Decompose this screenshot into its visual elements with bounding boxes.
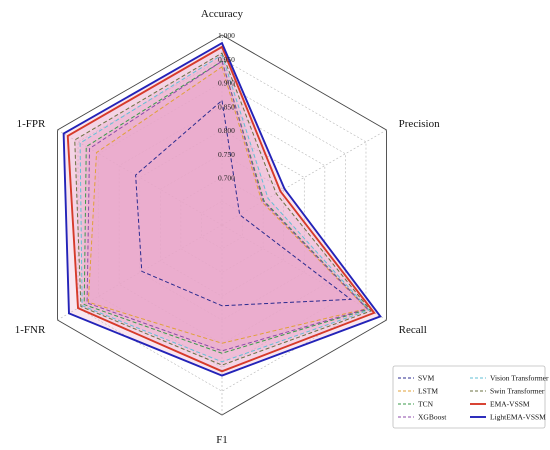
radial-tick-labels: 0.700 0.750 0.800 0.850 0.900 0.950 1.000: [218, 31, 235, 183]
legend: SVM LSTM TCN XGBoost Vision Transformer Swin …: [392, 365, 549, 429]
grid-ring: [159, 153, 285, 297]
series-line-swin-transformer: [74, 52, 372, 366]
legend-label: TCN: [418, 400, 434, 409]
series-line-lightema-vssm: [62, 41, 382, 377]
legend-label: XGBoost: [418, 413, 447, 422]
radial-tick-label: 0.850: [218, 102, 235, 111]
series-lines: [62, 41, 382, 377]
series-line-ema-vssm: [66, 45, 376, 373]
radar-grid: [57, 34, 387, 416]
series-fill-swin-transformer: [74, 53, 371, 366]
series-fill-lightema-vssm: [63, 43, 381, 376]
radial-tick-label: 1.000: [218, 31, 235, 40]
radial-tick-label: 0.800: [218, 126, 235, 135]
legend-item-lstm: LSTM: [398, 387, 438, 396]
legend-label: SVM: [418, 374, 435, 383]
legend-item-ema-vssm: EMA-VSSM: [470, 400, 530, 409]
series-fill-lstm: [88, 66, 367, 344]
legend-item-lightema-vssm: LightEMA-VSSM: [470, 413, 546, 422]
radial-tick-label: 0.750: [218, 150, 235, 159]
axis-title-f1: F1: [216, 434, 228, 446]
radial-tick-label: 0.700: [218, 174, 235, 183]
grid-ring: [98, 82, 346, 368]
series-fill-xgboost: [87, 61, 368, 351]
series-line-vision-transformer: [79, 54, 371, 363]
grid-ring: [180, 177, 264, 273]
axis-title-1-fnr: 1-FNR: [15, 324, 46, 336]
legend-label: LightEMA-VSSM: [490, 413, 546, 422]
legend-item-xgboost: XGBoost: [398, 413, 447, 422]
legend-label: LSTM: [418, 387, 438, 396]
legend-item-vision-transformer: Vision Transformer: [470, 374, 549, 383]
series-line-svm: [135, 99, 353, 307]
legend-item-svm: SVM: [398, 374, 435, 383]
series-line-lstm: [87, 66, 368, 344]
axis-title-accuracy: Accuracy: [201, 8, 244, 20]
axis-title-1-fpr: 1-FPR: [17, 118, 46, 130]
legend-label: Vision Transformer: [490, 374, 549, 383]
axis-title-recall: Recall: [399, 324, 427, 336]
legend-frame: [392, 365, 546, 429]
series-fills: [63, 43, 381, 376]
legend-label: EMA-VSSM: [490, 400, 530, 409]
radial-tick-label: 0.900: [218, 79, 235, 88]
legend-item-swin-transformer: Swin Transformer: [470, 387, 545, 396]
grid-ring: [139, 129, 305, 321]
axis-titles: Accuracy Precision Recall F1 1-FNR 1-FPR: [15, 8, 440, 446]
series-line-xgboost: [86, 60, 369, 352]
legend-item-tcn: TCN: [398, 400, 434, 409]
axis-title-precision: Precision: [399, 118, 440, 130]
legend-label: Swin Transformer: [490, 387, 545, 396]
series-fill-tcn: [84, 61, 369, 354]
series-line-tcn: [83, 60, 369, 354]
radial-tick-label: 0.950: [218, 55, 235, 64]
series-fill-ema-vssm: [67, 46, 375, 372]
series-fill-vision-transformer: [80, 54, 370, 362]
